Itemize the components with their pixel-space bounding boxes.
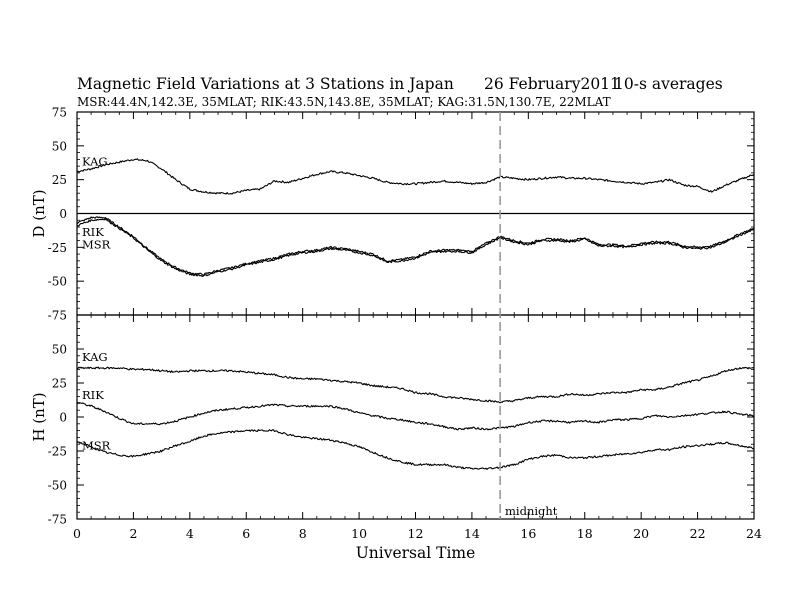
h-axis-label: H (nT) [30, 392, 48, 441]
x-tick-label: 14 [464, 526, 480, 541]
h-ytick-label: -25 [48, 445, 67, 459]
d-series-kag [76, 158, 755, 195]
midnight-label: midnight [505, 504, 558, 518]
x-tick-label: 2 [129, 526, 137, 541]
x-tick-label: 18 [577, 526, 593, 541]
station-coordinates: MSR:44.4N,142.3E, 35MLAT; RIK:43.5N,143.… [77, 95, 611, 109]
d-ytick-label: -25 [48, 241, 67, 255]
h-ytick-label: -50 [48, 479, 67, 493]
x-tick-label: 12 [408, 526, 424, 541]
x-tick-label: 24 [746, 526, 762, 541]
x-tick-label: 6 [242, 526, 250, 541]
chart-averaging: 10-s averages [614, 75, 723, 93]
h-ytick-label: 50 [52, 343, 67, 357]
h-ytick-label: 0 [59, 411, 67, 425]
x-tick-label: 10 [351, 526, 367, 541]
h-series-rik [76, 401, 755, 431]
x-axis-label: Universal Time [356, 544, 476, 562]
chart-date: 26 February2011 [484, 75, 620, 93]
h-series-msr [76, 429, 755, 470]
d-ytick-label: 75 [52, 106, 67, 120]
x-tick-label: 20 [633, 526, 649, 541]
d-ytick-label: 0 [59, 207, 67, 221]
chart-title: Magnetic Field Variations at 3 Stations … [77, 75, 454, 93]
x-tick-label: 4 [186, 526, 194, 541]
h-series-label-rik: RIK [82, 388, 104, 402]
h-ytick-label: -75 [48, 513, 67, 527]
d-ytick-label: -50 [48, 275, 67, 289]
d-axis-label: D (nT) [30, 189, 48, 237]
d-ytick-label: -75 [48, 309, 67, 323]
d-ytick-label: 50 [52, 139, 67, 153]
x-tick-label: 8 [299, 526, 307, 541]
x-tick-label: 16 [520, 526, 536, 541]
d-series-rik [76, 216, 755, 276]
h-series-kag [77, 366, 755, 404]
d-series-label-rik: RIK [82, 225, 104, 239]
x-tick-label: 22 [690, 526, 706, 541]
h-series-label-msr: MSR [82, 438, 111, 452]
h-ytick-label: 25 [52, 377, 67, 391]
d-ytick-label: 25 [52, 173, 67, 187]
h-series-label-kag: KAG [82, 350, 108, 364]
d-series-label-msr: MSR [82, 238, 111, 252]
h-panel-frame [76, 314, 755, 520]
d-series-label-kag: KAG [82, 155, 108, 169]
x-tick-label: 0 [73, 526, 81, 541]
d-series-msr [76, 218, 755, 278]
